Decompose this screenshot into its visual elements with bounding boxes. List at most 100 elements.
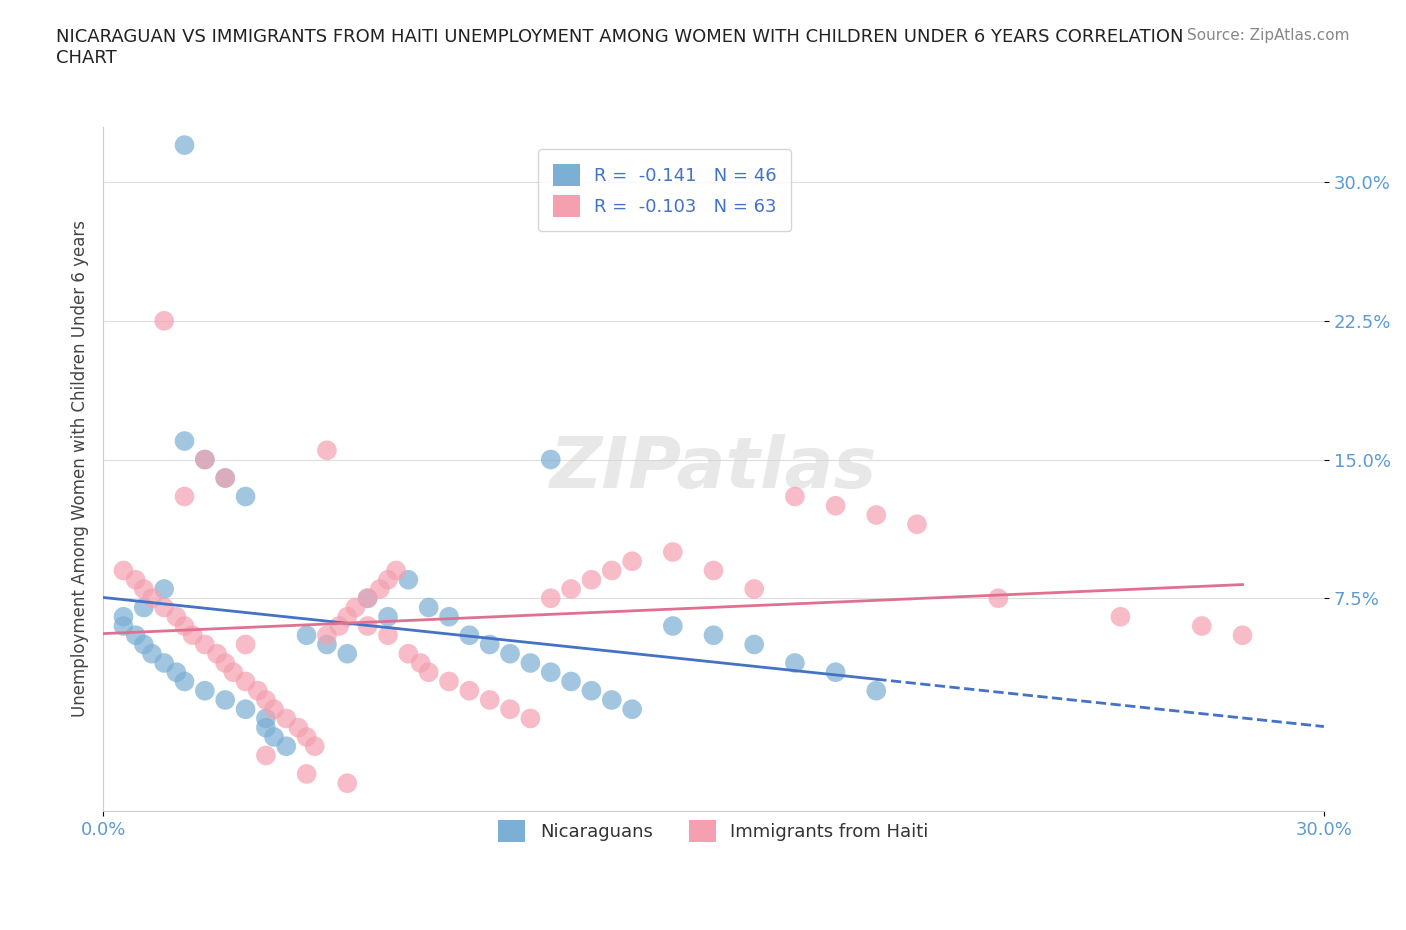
Point [662, 618, 685, 633]
Point [824, 498, 846, 513]
Point [153, 313, 176, 328]
Point [519, 711, 541, 726]
Point [662, 545, 685, 560]
Point [458, 628, 481, 643]
Point [287, 720, 309, 735]
Point [344, 600, 367, 615]
Point [368, 581, 391, 596]
Point [194, 452, 217, 467]
Point [905, 517, 928, 532]
Point [141, 591, 163, 605]
Point [581, 572, 603, 587]
Point [540, 665, 562, 680]
Point [295, 729, 318, 744]
Point [316, 637, 339, 652]
Point [132, 637, 155, 652]
Point [235, 702, 257, 717]
Point [540, 452, 562, 467]
Point [621, 702, 644, 717]
Point [254, 720, 277, 735]
Point [235, 674, 257, 689]
Point [254, 711, 277, 726]
Point [865, 508, 887, 523]
Text: NICARAGUAN VS IMMIGRANTS FROM HAITI UNEMPLOYMENT AMONG WOMEN WITH CHILDREN UNDER: NICARAGUAN VS IMMIGRANTS FROM HAITI UNEM… [56, 28, 1184, 67]
Point [437, 609, 460, 624]
Point [437, 674, 460, 689]
Point [173, 433, 195, 448]
Point [194, 684, 217, 698]
Point [112, 618, 135, 633]
Point [153, 581, 176, 596]
Point [336, 609, 359, 624]
Point [125, 572, 148, 587]
Point [165, 665, 187, 680]
Point [783, 656, 806, 671]
Point [1191, 618, 1213, 633]
Point [173, 489, 195, 504]
Point [478, 637, 501, 652]
Point [783, 489, 806, 504]
Point [173, 674, 195, 689]
Point [194, 452, 217, 467]
Point [742, 637, 765, 652]
Point [1232, 628, 1254, 643]
Point [336, 646, 359, 661]
Point [125, 628, 148, 643]
Point [316, 443, 339, 458]
Point [304, 738, 326, 753]
Point [263, 702, 285, 717]
Point [409, 656, 432, 671]
Point [702, 628, 724, 643]
Point [581, 684, 603, 698]
Point [418, 600, 440, 615]
Point [377, 609, 399, 624]
Point [499, 646, 522, 661]
Point [141, 646, 163, 661]
Point [214, 656, 236, 671]
Text: Source: ZipAtlas.com: Source: ZipAtlas.com [1187, 28, 1350, 43]
Point [222, 665, 245, 680]
Point [276, 738, 298, 753]
Legend: Nicaraguans, Immigrants from Haiti: Nicaraguans, Immigrants from Haiti [484, 805, 943, 857]
Point [377, 628, 399, 643]
Point [173, 138, 195, 153]
Point [865, 684, 887, 698]
Point [263, 729, 285, 744]
Point [560, 674, 582, 689]
Point [165, 609, 187, 624]
Point [385, 563, 408, 578]
Text: ZIPatlas: ZIPatlas [550, 434, 877, 503]
Point [621, 553, 644, 568]
Point [478, 693, 501, 708]
Point [356, 591, 378, 605]
Point [356, 591, 378, 605]
Point [560, 581, 582, 596]
Point [153, 600, 176, 615]
Point [540, 591, 562, 605]
Point [702, 563, 724, 578]
Point [742, 581, 765, 596]
Point [418, 665, 440, 680]
Point [235, 489, 257, 504]
Point [112, 563, 135, 578]
Point [600, 563, 623, 578]
Point [295, 628, 318, 643]
Point [336, 776, 359, 790]
Point [235, 637, 257, 652]
Point [316, 628, 339, 643]
Point [519, 656, 541, 671]
Point [377, 572, 399, 587]
Point [396, 646, 419, 661]
Point [328, 618, 350, 633]
Point [132, 600, 155, 615]
Point [1109, 609, 1132, 624]
Point [295, 766, 318, 781]
Point [153, 656, 176, 671]
Point [214, 471, 236, 485]
Point [356, 618, 378, 633]
Point [987, 591, 1010, 605]
Point [194, 637, 217, 652]
Point [396, 572, 419, 587]
Point [132, 581, 155, 596]
Point [254, 748, 277, 763]
